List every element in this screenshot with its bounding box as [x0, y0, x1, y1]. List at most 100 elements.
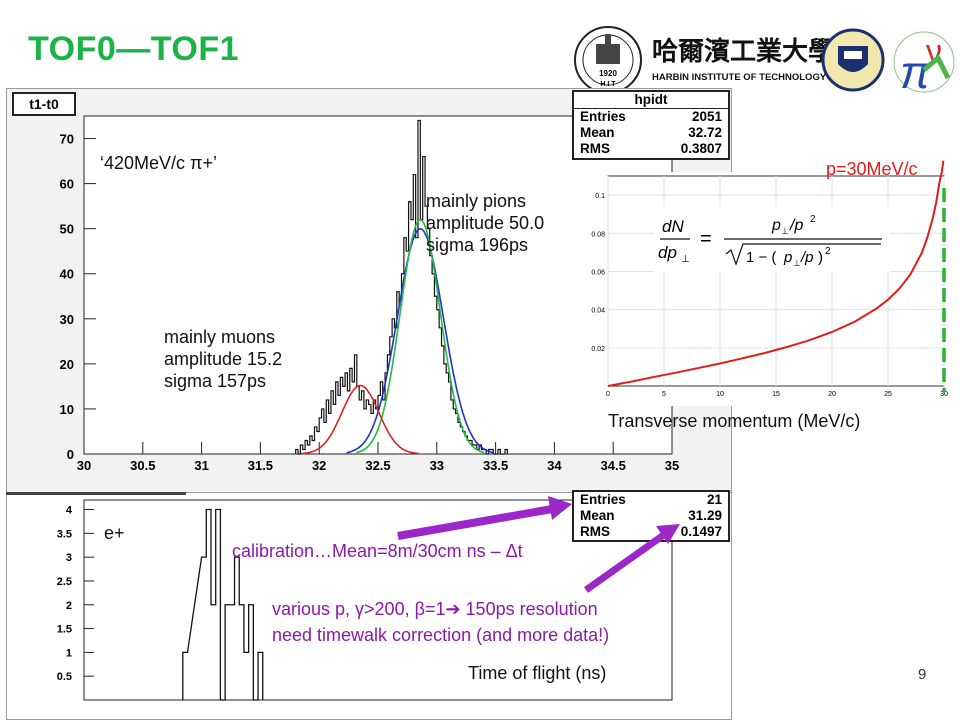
top-stats-box: hpidt Entries 2051 Mean 32.72 RMS 0.3807 [572, 90, 730, 160]
inset-x-tick-label: 25 [884, 391, 892, 398]
x-tick-label: 31 [194, 458, 208, 473]
inset-x-tick-label: 15 [772, 391, 780, 398]
y-tick-label: 0 [67, 447, 74, 462]
fit-curve-red [301, 384, 420, 455]
pt-curve [607, 160, 945, 387]
svg-text:/p: /p [800, 249, 814, 266]
svg-text:H I T: H I T [600, 81, 616, 88]
x-tick-label: 33 [430, 458, 444, 473]
slide-title: TOF0—TOF1 [28, 30, 240, 68]
beam-annotation: ‘420MeV/c π+’ [100, 153, 217, 173]
svg-text:): ) [818, 249, 823, 266]
svg-text:p: p [771, 217, 781, 234]
hit-chinese-name: 哈爾濱工業大學 [652, 36, 834, 66]
x-tick-label: 34.5 [601, 458, 626, 473]
hit-seal-logo: 1920 H I T [574, 26, 642, 94]
y-tick-label: 1 [66, 647, 72, 659]
bottom-x-label: Time of flight (ns) [462, 662, 652, 688]
svg-text:=: = [700, 228, 712, 250]
y-tick-label: 30 [60, 312, 74, 327]
x-tick-label: 30.5 [130, 458, 155, 473]
stats-row-rms: RMS 0.1497 [580, 524, 722, 539]
x-tick-label: 30 [77, 458, 91, 473]
svg-text:⊥: ⊥ [681, 254, 690, 265]
y-tick-label: 2.5 [57, 576, 72, 588]
histogram-outline [182, 508, 264, 701]
inset-x-tick-label: 5 [662, 391, 666, 398]
calibration-annotation: calibration…Mean=8m/30cm ns – Δt [232, 541, 523, 561]
svg-text:p: p [783, 249, 792, 266]
pi-nu-logo: π ν [893, 31, 955, 98]
svg-text:2: 2 [810, 214, 816, 225]
stats-title: hpidt [574, 92, 728, 109]
svg-text:1920: 1920 [599, 69, 617, 78]
y-tick-label: 20 [60, 357, 74, 372]
oxford-crest [821, 28, 885, 92]
y-tick-label: 50 [60, 222, 74, 237]
arrow-to-rms-head [656, 524, 680, 544]
histogram-outline [295, 119, 508, 455]
y-tick-label: 70 [60, 132, 74, 147]
y-tick-label: 3.5 [57, 528, 72, 540]
inset-x-tick-label: 30 [940, 391, 948, 398]
arrow-to-mean-head [548, 496, 572, 520]
inset-formula: dN dp ⊥ = p ⊥ /p 2 1 − ( p ⊥ /p ) 2 [654, 206, 890, 272]
inset-x-label: Transverse momentum (MeV/c) [608, 411, 861, 431]
inset-y-tick-label: 0.04 [591, 308, 605, 315]
pions-annotation: mainly pions amplitude 50.0 sigma 196ps [426, 191, 545, 255]
y-tick-label: 3 [66, 552, 72, 564]
canvas-tab: t1-t0 [12, 92, 76, 116]
y-tick-label: 2 [66, 600, 72, 612]
inset-x-tick-label: 0 [606, 391, 610, 398]
muons-annotation: mainly muons amplitude 15.2 sigma 157ps [164, 327, 283, 391]
hit-english-name: HARBIN INSTITUTE OF TECHNOLOGY [652, 72, 827, 83]
y-tick-label: 10 [60, 402, 74, 417]
x-tick-label: 32.5 [365, 458, 390, 473]
bottom-stats-box: Entries 21 Mean 31.29 RMS 0.1497 [572, 490, 730, 542]
arrow-to-rms [583, 529, 671, 593]
canvas-separator [6, 492, 186, 495]
stats-row-mean: Mean 32.72 [580, 125, 722, 140]
stats-row-mean: Mean 31.29 [580, 508, 722, 523]
x-tick-label: 31.5 [248, 458, 273, 473]
y-tick-label: 60 [60, 177, 74, 192]
timewalk-annotation: need timewalk correction (and more data!… [272, 625, 610, 645]
positron-label: e+ [104, 523, 125, 543]
svg-text:2: 2 [825, 246, 831, 257]
canvas-tab-label: t1-t0 [29, 96, 59, 112]
inset-x-tick-label: 10 [716, 391, 724, 398]
inset-y-tick-label: 0.06 [591, 269, 605, 276]
y-tick-label: 40 [60, 267, 74, 282]
fit-curve-green [356, 218, 485, 454]
svg-text:dp: dp [658, 243, 677, 262]
page-number: 9 [918, 666, 927, 683]
inset-y-tick-label: 0.02 [591, 346, 605, 353]
inset-y-tick-label: 0.1 [595, 193, 605, 200]
svg-text:⊥: ⊥ [793, 258, 801, 268]
x-tick-label: 33.5 [483, 458, 508, 473]
institution-logos: 1920 H I T 哈爾濱工業大學 HARBIN INSTITUTE OF T… [574, 26, 955, 98]
stats-row-rms: RMS 0.3807 [580, 141, 722, 156]
resolution-annotation: various p, γ>200, β=1➔ 150ps resolution [272, 599, 598, 619]
y-tick-label: 1.5 [57, 624, 72, 636]
arrow-to-mean [397, 504, 559, 540]
x-tick-label: 35 [665, 458, 679, 473]
inset-p-label: p=30MeV/c [826, 159, 918, 179]
stats-row-entries: Entries 2051 [580, 109, 722, 124]
svg-text:⊥: ⊥ [781, 226, 789, 236]
svg-text:π: π [900, 46, 932, 98]
stats-row-entries: Entries 21 [580, 492, 722, 507]
svg-text:dN: dN [662, 217, 684, 236]
svg-text:1 − (: 1 − ( [746, 249, 776, 266]
y-tick-label: 4 [66, 505, 73, 517]
fit-curve-blue [346, 227, 495, 454]
x-tick-label: 34 [547, 458, 562, 473]
y-tick-label: 0.5 [57, 671, 72, 683]
inset-x-tick-label: 20 [828, 391, 836, 398]
x-tick-label: 32 [312, 458, 326, 473]
inset-y-tick-label: 0.08 [591, 231, 605, 238]
svg-text:/p: /p [789, 217, 803, 234]
